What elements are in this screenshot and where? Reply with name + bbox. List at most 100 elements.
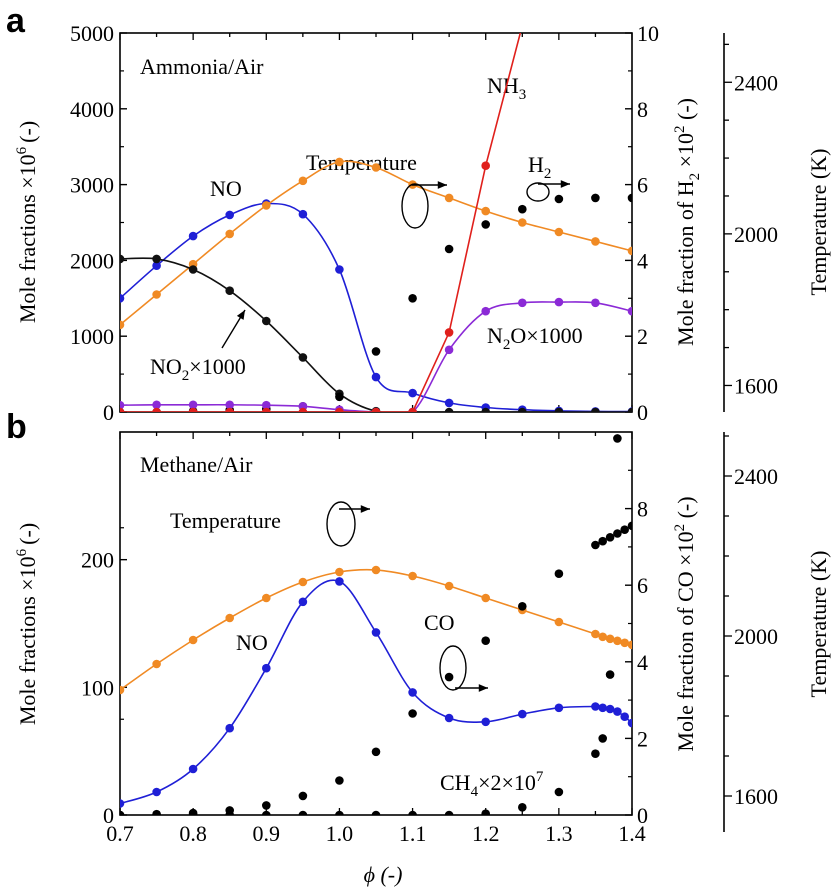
panel-b-series-co-point-14 (598, 536, 607, 546)
panel-b-series-temperature-point-0 (120, 685, 125, 695)
panel-b-series-ch4-point-14 (598, 734, 607, 743)
panel-a-series-nh3-point-4 (262, 407, 271, 412)
panel-a-right-axis-label: Mole fraction of H2 ×102 (-) (672, 98, 703, 346)
panel-a-series-h2-point-10 (481, 220, 491, 229)
panel-a-series-temperature-point-4 (262, 201, 271, 210)
panel-b-series-co-point-6 (335, 776, 344, 785)
panel-a-series-nh3-point-1 (152, 407, 161, 412)
panel-b-series-co-point-9 (444, 672, 454, 682)
panel-a-left-tick-label-3: 3000 (70, 173, 114, 198)
panel-a-temperature-tick-label-1: 2000 (734, 222, 778, 247)
panel-a-series-no2-point-10 (481, 407, 490, 412)
panel-a-nh3-label: NH3 (487, 73, 526, 103)
panel-a-series-no-line (120, 202, 632, 412)
panel-a-series-nh3-point-10 (481, 161, 491, 170)
panel-a-series-n2o-point-14 (627, 306, 632, 316)
panel-a-series-nh3-point-8 (408, 407, 417, 412)
panel-b-series-no-point-14 (598, 703, 607, 713)
panel-a-series-no-point-6 (335, 265, 344, 274)
panel-a-series-h2-point-9 (444, 244, 454, 254)
panel-a-series-temperature-point-9 (444, 193, 454, 203)
panel-b-temperature-arrow-head (360, 505, 370, 513)
panel-a-no2-arrow-head (236, 310, 245, 320)
panel-b-series-temperature-point-16 (613, 636, 622, 646)
panel-a-series-h2-point-13 (591, 193, 600, 203)
panel-a-series-no-point-5 (298, 209, 308, 219)
x-tick-label-5: 1.2 (472, 821, 500, 846)
panel-b-series-temperature-point-10 (481, 593, 491, 603)
panel-a-series-temperature-point-14 (627, 246, 632, 256)
panel-b-series-co-point-18 (627, 521, 632, 531)
panel-b-series-no-point-0 (120, 799, 125, 808)
panel-a-left-tick-label-2: 2000 (70, 248, 114, 273)
panel-b-series-co-point-7 (371, 747, 381, 757)
panel-b-co-label: CO (424, 610, 455, 635)
panel-b-series-no-point-1 (152, 787, 161, 797)
panel-b-no-label: NO (236, 630, 268, 655)
panel-b-series-temperature-point-1 (152, 659, 161, 669)
panel-a-left-tick-label-1: 1000 (70, 324, 114, 349)
panel-b-right-tick-label-3: 6 (637, 573, 648, 598)
x-tick-label-1: 0.8 (179, 821, 207, 846)
panel-a-series-n2o-point-3 (225, 400, 234, 410)
panel-b-series-ch4-point-5 (298, 810, 308, 815)
panel-a-series-temperature-point-6 (335, 157, 344, 167)
panel-a-series-temperature-point-5 (298, 176, 308, 186)
panel-b-series-ch4-point-7 (371, 810, 381, 815)
x-tick-label-4: 1.1 (399, 821, 427, 846)
panel-b-series-temperature-point-9 (444, 581, 454, 591)
panel-b-series-ch4-line (120, 438, 617, 815)
panel-b-left-tick-label-2: 200 (81, 548, 114, 573)
panel-b-series-ch4-point-16 (613, 434, 622, 443)
panel-b-series-co-point-16 (613, 529, 622, 538)
panel-b-series-temperature-point-5 (298, 577, 308, 587)
panel-b-series-co-point-8 (408, 709, 417, 718)
panel-b-series-no-point-13 (591, 702, 600, 711)
panel-a-series-no2-point-4 (262, 316, 271, 326)
panel-a-series-n2o-point-1 (152, 400, 161, 410)
panel-b-series-ch4-point-6 (335, 810, 344, 815)
panel-b-series-co-point-17 (620, 525, 629, 534)
panel-a-series-temperature-point-0 (120, 320, 125, 330)
panel-a-series-temperature-point-3 (225, 229, 234, 239)
panel-a-series-n2o-point-9 (444, 345, 454, 355)
panel-b-series-no-point-9 (444, 713, 454, 723)
panel-b-series-temperature-point-8 (408, 571, 417, 581)
panel-a-series-h2-point-11 (518, 204, 527, 214)
panel-a-series-h2-point-6 (335, 392, 344, 402)
panel-b-series-no-point-4 (262, 663, 271, 673)
panel-a-series-h2-point-8 (408, 294, 417, 303)
plot-layer: 0100020003000400050000246810160020002400… (70, 21, 778, 846)
panel-b-series-co-point-4 (262, 801, 271, 810)
x-tick-label-2: 0.9 (253, 821, 281, 846)
panel-b-series-temperature-point-14 (598, 632, 607, 642)
panel-label-a: a (6, 2, 26, 40)
panel-a-left-tick-label-5: 5000 (70, 21, 114, 46)
panel-b-series-ch4-point-15 (605, 670, 615, 679)
panel-a-series-no2-point-14 (627, 407, 632, 412)
panel-a-temperature-tick-label-2: 2400 (734, 70, 778, 95)
panel-a-series-temperature-point-10 (481, 206, 491, 216)
panel-b-series-no-point-15 (605, 704, 615, 714)
panel-b-right-tick-label-0: 0 (637, 803, 648, 828)
panel-a-series-temperature-point-13 (591, 237, 600, 246)
panel-a-h2-ellipse (526, 182, 550, 202)
panel-a-right-tick-label-2: 4 (637, 248, 648, 273)
panel-b-series-temperature-point-12 (554, 617, 564, 627)
panel-b-right-tick-label-1: 2 (637, 726, 648, 751)
panel-b-co-arrow-head (478, 684, 488, 692)
panel-a-series-nh3-point-6 (335, 407, 344, 412)
x-tick-label-6: 1.3 (545, 821, 573, 846)
panel-b-series-co-point-15 (605, 533, 615, 542)
panel-b-left-axis-label: Mole fractions ×106(-) (14, 523, 40, 725)
panel-a-series-no-point-9 (444, 398, 454, 408)
panel-b-series-no-point-11 (518, 709, 527, 719)
panel-b-series-ch4-point-13 (591, 749, 600, 758)
panel-a-series-n2o-point-11 (518, 298, 527, 308)
panel-a-series-nh3-point-9 (444, 328, 454, 337)
panel-b-series-no-point-17 (620, 712, 629, 721)
panel-a-h2-arrow-head (560, 180, 570, 188)
panel-b-series-no-point-5 (298, 597, 308, 607)
panel-a-series-temperature-point-11 (518, 218, 527, 227)
